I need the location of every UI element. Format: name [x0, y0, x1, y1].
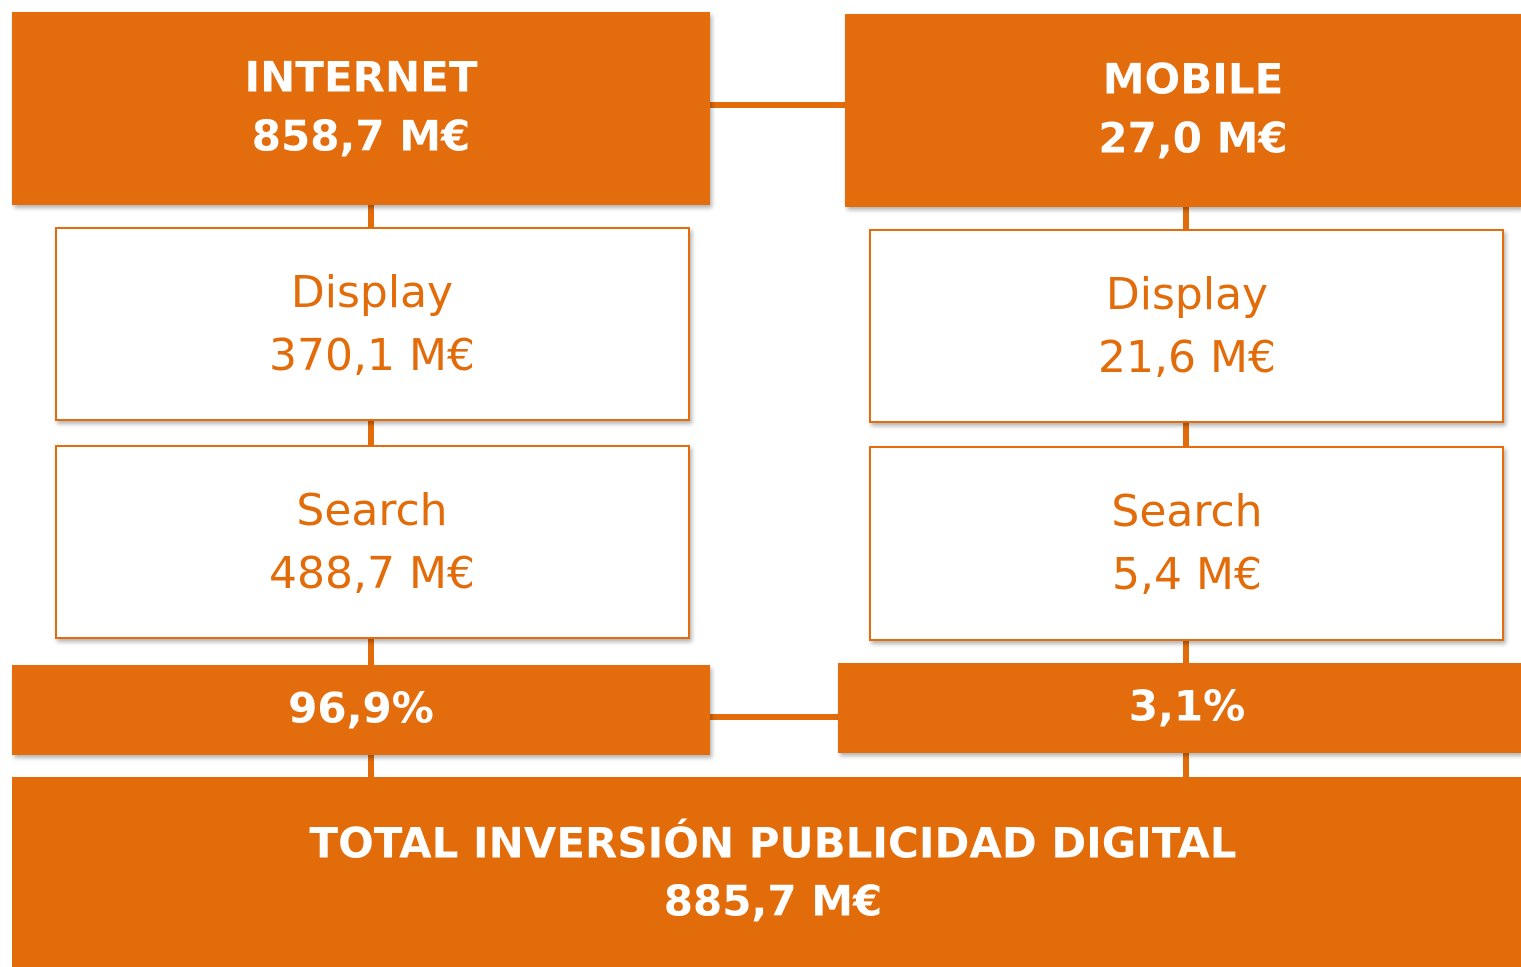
header-value: 858,7 M€	[252, 112, 471, 161]
header-box	[12, 12, 710, 205]
header-value: 27,0 M€	[1098, 114, 1287, 163]
total-title: TOTAL INVERSIÓN PUBLICIDAD DIGITAL	[309, 818, 1236, 868]
item-box	[869, 446, 1504, 641]
share-box	[838, 663, 1521, 753]
item-box	[55, 227, 690, 421]
item-label: Search	[1111, 486, 1262, 537]
header-title: INTERNET	[245, 53, 478, 102]
header-title: MOBILE	[1103, 55, 1284, 104]
share: 96,9%	[288, 684, 434, 733]
item-value: 21,6 M€	[1098, 332, 1276, 383]
item-value: 488,7 M€	[269, 548, 475, 599]
item-label: Display	[291, 267, 453, 318]
item-box	[55, 445, 690, 639]
item-label: Display	[1106, 269, 1268, 320]
header-box	[845, 14, 1521, 207]
share-box	[12, 665, 710, 755]
item-value: 370,1 M€	[269, 330, 475, 381]
item-box	[869, 229, 1504, 423]
total-value: 885,7 M€	[664, 877, 883, 926]
item-value: 5,4 M€	[1112, 549, 1262, 600]
share: 3,1%	[1129, 682, 1245, 731]
item-label: Search	[296, 485, 447, 536]
total-box	[12, 777, 1521, 967]
